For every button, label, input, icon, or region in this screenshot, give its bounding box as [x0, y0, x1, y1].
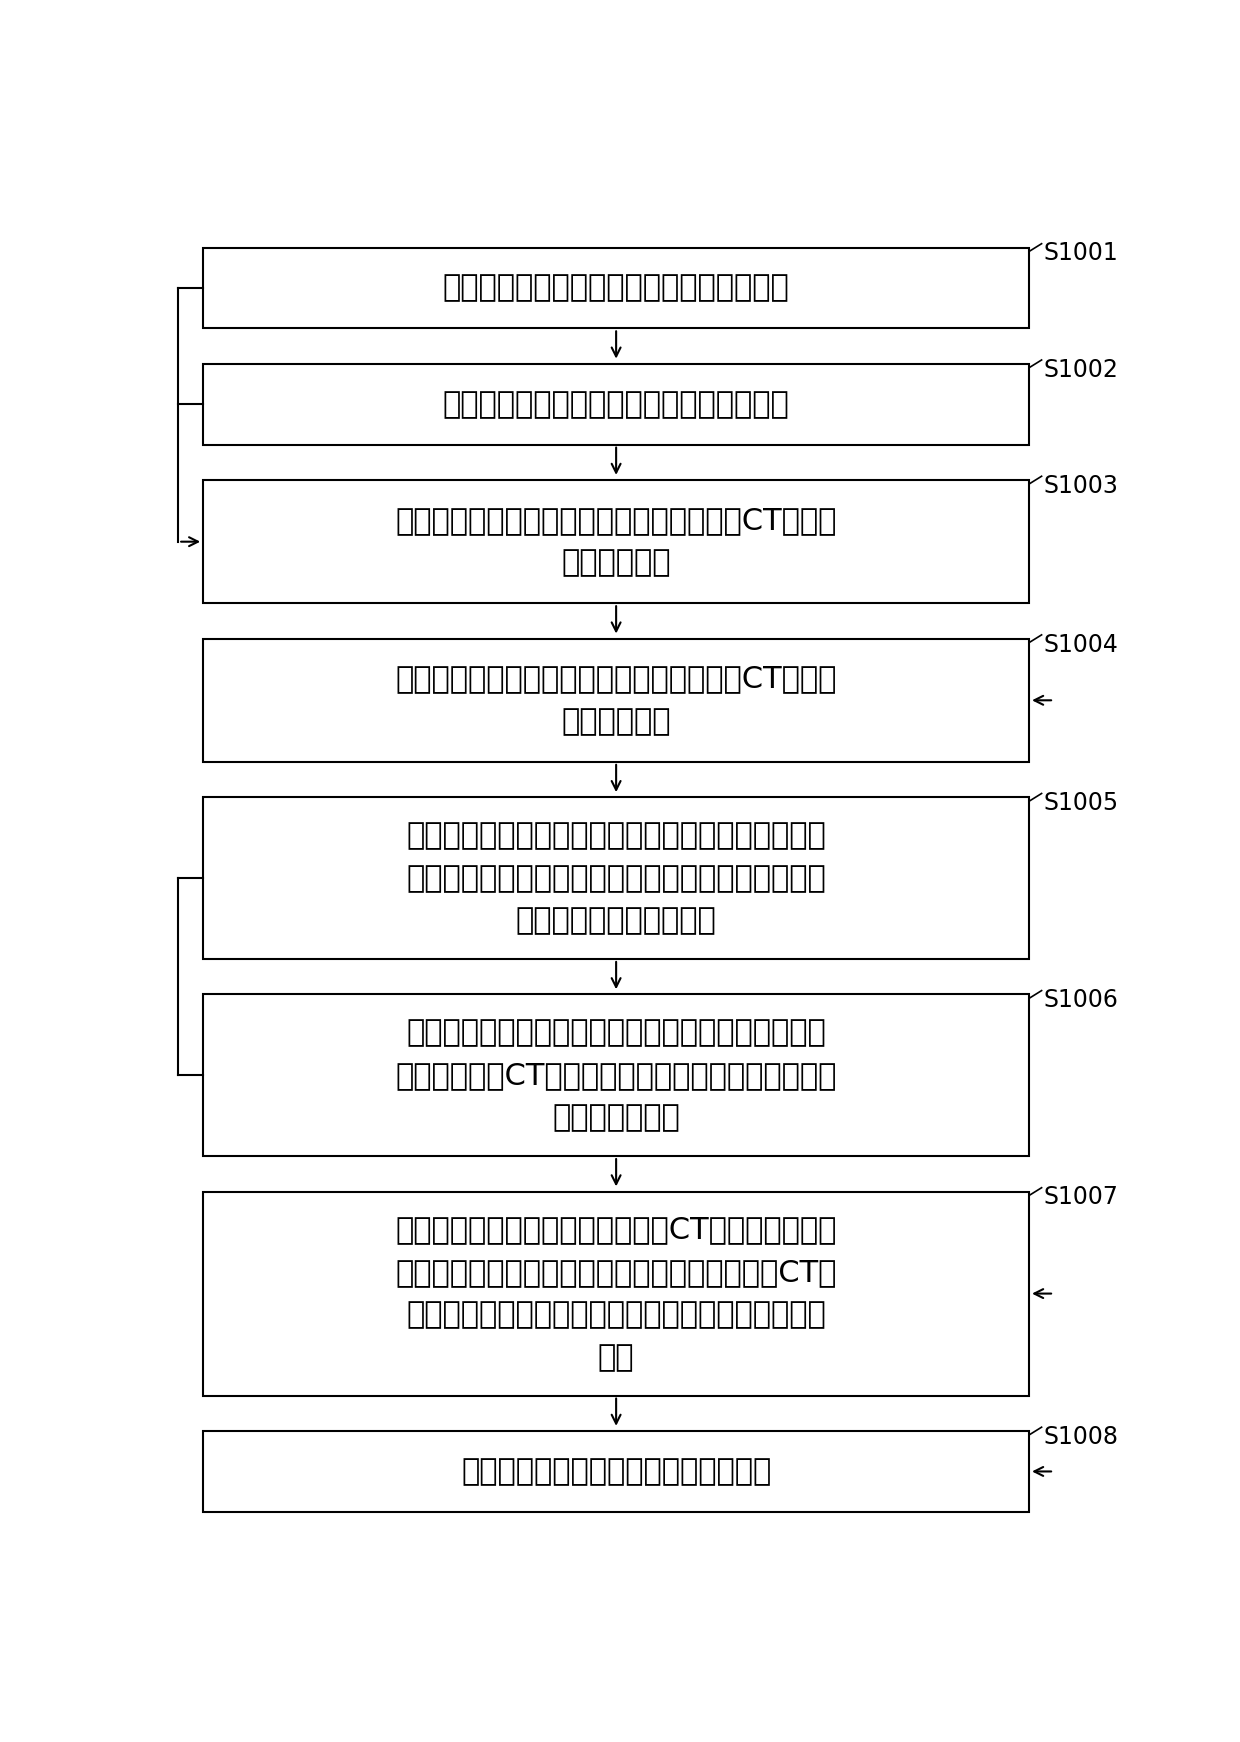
Bar — [203, 247, 1029, 329]
Text: 对所述配准后的全吸气相单肺叶和所述配准后的全呼
气相单肺叶的CT值分别与吸气相设定阈值和呼气相设
定阈值进行比较: 对所述配准后的全吸气相单肺叶和所述配准后的全呼 气相单肺叶的CT值分别与吸气相设… — [396, 1017, 837, 1132]
Text: S1002: S1002 — [1043, 357, 1118, 381]
Bar — [203, 639, 1029, 761]
Text: S1003: S1003 — [1043, 474, 1118, 498]
Bar — [203, 1192, 1029, 1395]
Text: 获取全吸气相肺部图像的第一肺叶分割图像: 获取全吸气相肺部图像的第一肺叶分割图像 — [443, 273, 790, 303]
Text: 否则，则认为此区域不存在小气道病变: 否则，则认为此区域不存在小气道病变 — [461, 1456, 771, 1486]
Text: 分别提取所述第二肺叶分割图像中多个带有CT值的全
呼气相单肺叶: 分别提取所述第二肺叶分割图像中多个带有CT值的全 呼气相单肺叶 — [396, 664, 837, 737]
Text: S1004: S1004 — [1043, 632, 1118, 657]
Text: S1006: S1006 — [1043, 988, 1118, 1012]
Bar — [203, 481, 1029, 603]
Bar — [203, 798, 1029, 960]
Text: 若所述配准后的全吸气相单肺叶的CT值小于所述吸气
相设定阈值以及所述配准后的全呼气相单肺叶的CT值
小于所述呼气相设定阈值，则认为此区域存在小气道
病变: 若所述配准后的全吸气相单肺叶的CT值小于所述吸气 相设定阈值以及所述配准后的全呼… — [396, 1214, 837, 1373]
Text: 分别对相应位置的所述全吸气相单肺叶和所述全呼气
相单肺叶进行配准，得到配准后的全吸气相单肺叶和
配准后的全呼气相单肺叶: 分别对相应位置的所述全吸气相单肺叶和所述全呼气 相单肺叶进行配准，得到配准后的全… — [407, 820, 826, 935]
Text: 获取全呼气相肺部图像的第二肺叶分割图像: 获取全呼气相肺部图像的第二肺叶分割图像 — [443, 390, 790, 418]
Bar — [203, 1430, 1029, 1512]
Text: 分别提取所述第一肺叶分割图像中多个带有CT值的全
吸气相单肺叶: 分别提取所述第一肺叶分割图像中多个带有CT值的全 吸气相单肺叶 — [396, 505, 837, 578]
Bar — [203, 995, 1029, 1157]
Text: S1007: S1007 — [1043, 1185, 1118, 1209]
Text: S1005: S1005 — [1043, 791, 1118, 815]
Text: S1001: S1001 — [1043, 242, 1118, 265]
Bar — [203, 364, 1029, 444]
Text: S1008: S1008 — [1043, 1425, 1118, 1449]
